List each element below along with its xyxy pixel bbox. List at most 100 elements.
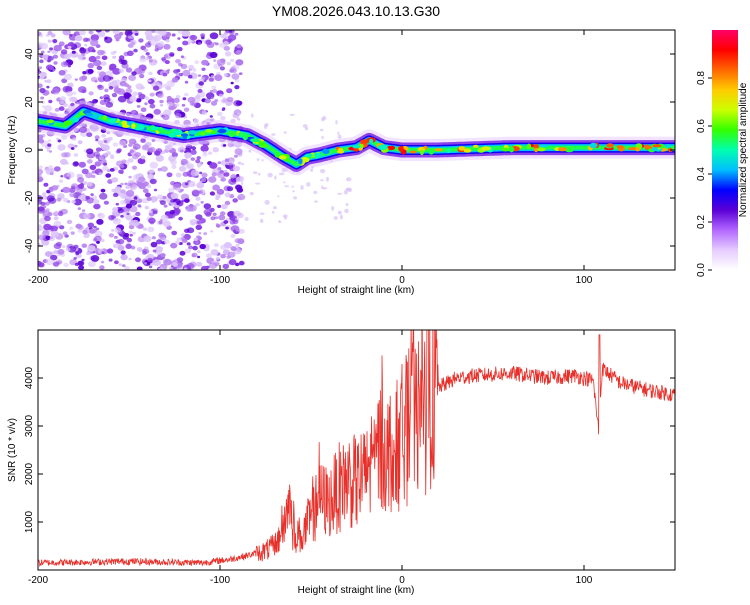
noise-blob xyxy=(224,200,231,206)
noise-blob xyxy=(154,248,163,255)
noise-blob xyxy=(234,32,239,36)
x-tick-label: 100 xyxy=(576,275,593,286)
noise-blob xyxy=(156,92,164,98)
noise-blob xyxy=(73,153,79,157)
noise-blob xyxy=(233,210,241,217)
noise-blob xyxy=(108,66,114,71)
noise-blob xyxy=(193,237,198,242)
noise-blob xyxy=(102,75,112,82)
noise-blob xyxy=(158,30,167,36)
noise-blob xyxy=(43,223,52,231)
noise-blob xyxy=(101,251,105,254)
noise-blob xyxy=(165,144,173,151)
noise-blob xyxy=(344,208,349,214)
noise-blob xyxy=(159,200,166,206)
y-tick-label: -40 xyxy=(24,238,35,253)
noise-blob xyxy=(184,182,189,186)
ridge-hotspot xyxy=(91,114,100,119)
noise-blob xyxy=(67,41,75,48)
noise-blob xyxy=(170,53,175,57)
noise-blob xyxy=(210,208,215,212)
noise-blob xyxy=(184,248,192,254)
noise-blob xyxy=(125,88,133,94)
noise-blob xyxy=(157,41,165,47)
noise-blob xyxy=(94,135,100,140)
noise-blob xyxy=(117,208,124,214)
noise-blob xyxy=(108,85,114,90)
noise-blob xyxy=(73,257,77,260)
noise-blob xyxy=(126,237,132,243)
snr-xlabel: Height of straight line (km) xyxy=(298,585,415,596)
noise-blob xyxy=(123,51,130,57)
noise-blob xyxy=(145,56,150,61)
noise-blob xyxy=(158,232,165,238)
noise-blob xyxy=(77,224,84,231)
noise-blob xyxy=(238,228,245,234)
ridge-hotspot xyxy=(646,145,653,149)
noise-blob xyxy=(220,116,226,121)
noise-blob xyxy=(195,159,201,164)
noise-blob xyxy=(100,238,105,243)
noise-blob xyxy=(113,79,122,87)
noise-blob xyxy=(139,57,147,63)
noise-blob xyxy=(118,55,125,60)
noise-blob xyxy=(218,93,224,98)
noise-blob xyxy=(38,165,44,170)
noise-blob xyxy=(88,55,97,63)
noise-blob xyxy=(170,192,179,200)
noise-blob xyxy=(66,219,73,225)
noise-blob xyxy=(87,261,96,268)
ridge-hotspot xyxy=(533,144,539,150)
noise-blob xyxy=(232,219,239,225)
noise-blob xyxy=(130,245,136,250)
noise-blob xyxy=(166,172,173,178)
ridge-hotspot xyxy=(606,143,614,148)
noise-blob xyxy=(129,179,135,184)
noise-blob xyxy=(235,243,240,247)
noise-blob xyxy=(181,103,186,107)
noise-blob xyxy=(145,52,150,56)
noise-blob xyxy=(171,164,177,169)
noise-blob xyxy=(56,137,60,141)
noise-blob xyxy=(92,99,98,104)
noise-blob xyxy=(52,261,60,267)
noise-blob xyxy=(223,45,230,51)
noise-blob xyxy=(193,118,199,124)
noise-blob xyxy=(38,225,44,232)
colorbar-label: Normalized spectral amplitude xyxy=(738,82,749,217)
noise-blob xyxy=(111,229,115,232)
noise-blob xyxy=(310,168,314,172)
noise-blob xyxy=(81,195,86,199)
noise-blob xyxy=(230,66,236,72)
noise-blob xyxy=(160,253,166,258)
noise-blob xyxy=(169,210,175,215)
noise-blob xyxy=(195,241,199,245)
noise-blob xyxy=(74,144,78,148)
noise-blob xyxy=(132,109,137,114)
noise-blob xyxy=(53,243,62,250)
noise-blob xyxy=(129,95,138,102)
noise-blob xyxy=(153,34,162,42)
noise-blob xyxy=(176,257,184,263)
noise-blob xyxy=(278,172,285,176)
noise-blob xyxy=(128,143,133,147)
noise-blob xyxy=(40,239,44,242)
noise-blob xyxy=(220,177,227,182)
noise-blob xyxy=(47,139,52,143)
noise-blob xyxy=(135,98,142,103)
noise-blob xyxy=(173,156,177,160)
noise-blob xyxy=(82,56,86,60)
noise-blob xyxy=(142,227,148,231)
noise-blob xyxy=(218,214,226,221)
y-tick-label: 40 xyxy=(24,48,35,60)
noise-blob xyxy=(132,91,138,97)
noise-blob xyxy=(180,55,184,58)
noise-blob xyxy=(53,220,62,227)
noise-blob xyxy=(125,185,130,189)
noise-blob xyxy=(197,236,203,241)
noise-blob xyxy=(259,212,265,215)
ridge-hotspot xyxy=(71,117,79,123)
noise-blob xyxy=(59,225,65,230)
noise-blob xyxy=(40,71,47,78)
snr-line xyxy=(38,330,675,568)
